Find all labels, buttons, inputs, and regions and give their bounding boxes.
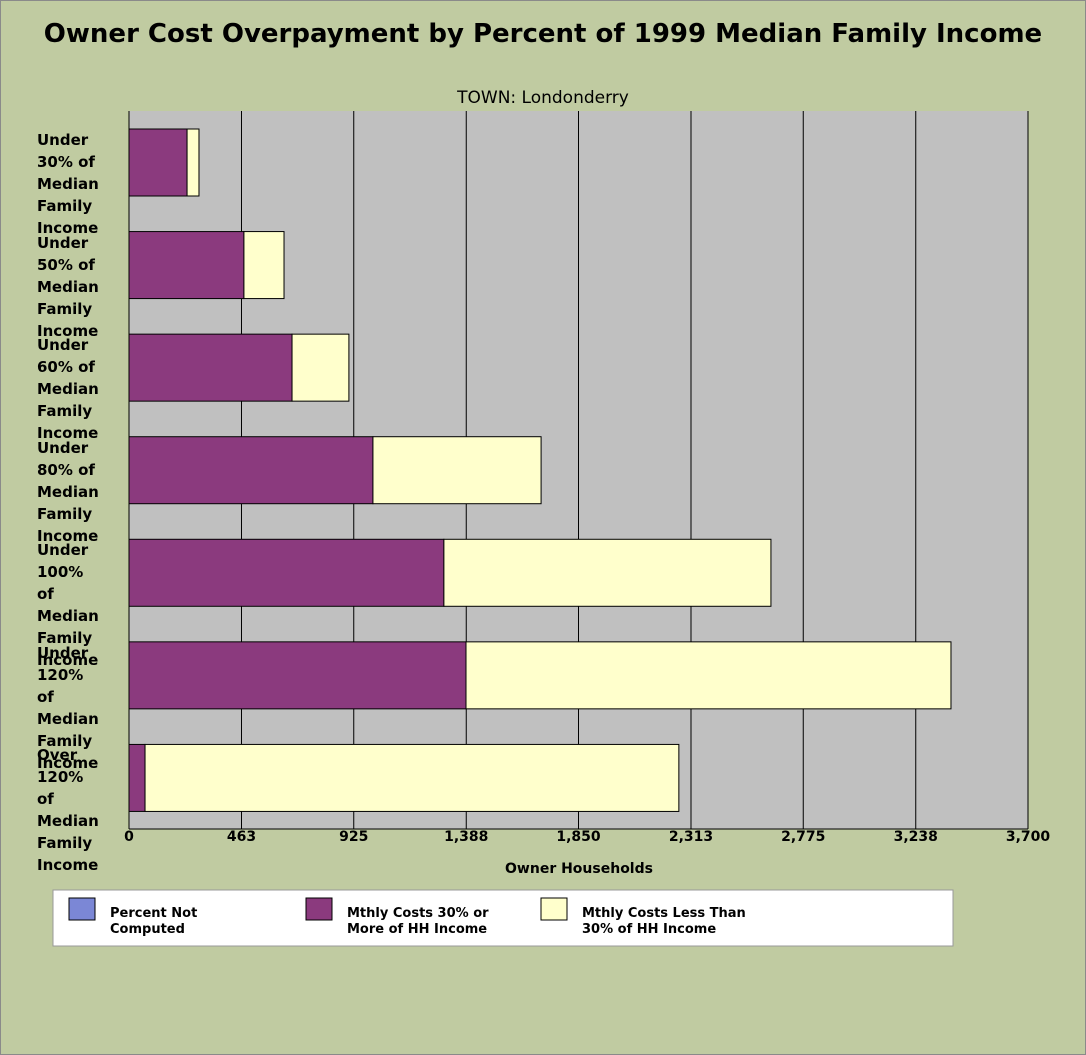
bar xyxy=(128,436,374,505)
x-tick-label: 3,238 xyxy=(893,829,938,845)
x-tick-label: 3,700 xyxy=(1005,829,1051,845)
x-tick-label: 1,850 xyxy=(556,829,601,845)
legend-swatch xyxy=(540,897,568,921)
bar xyxy=(372,436,542,505)
legend-box xyxy=(52,889,954,947)
y-tick-label: Under 80% of Median Family Income xyxy=(37,438,99,545)
x-tick-label: 2,775 xyxy=(781,829,826,845)
bar xyxy=(443,538,772,607)
chart-title: Owner Cost Overpayment by Percent of 199… xyxy=(43,19,1043,49)
y-tick-label: Under 50% of Median Family Income xyxy=(37,233,99,340)
bar xyxy=(144,743,680,812)
bar xyxy=(128,538,445,607)
legend-label: Mthly Costs Less Than 30% of HH Income xyxy=(582,906,746,937)
chart-subtitle: TOWN: Londonderry xyxy=(457,88,629,108)
x-tick-label: 2,313 xyxy=(668,829,714,845)
y-tick-label: Under 60% of Median Family Income xyxy=(37,336,99,443)
y-tick-label: Under 120% of Median Family Income xyxy=(37,643,99,772)
bar xyxy=(128,743,146,812)
bar xyxy=(291,333,350,402)
bar xyxy=(186,128,200,197)
y-tick-label: Under 30% of Median Family Income xyxy=(37,131,99,237)
bar xyxy=(128,231,245,300)
legend-swatch xyxy=(68,897,96,921)
legend-label: Percent Not Computed xyxy=(110,906,198,937)
legend-swatch xyxy=(305,897,333,921)
x-tick-label: 1,388 xyxy=(444,829,489,845)
x-axis-label: Owner Households xyxy=(505,861,653,877)
y-tick-label: Under 100% of Median Family Income xyxy=(37,541,99,670)
x-tick-label: 925 xyxy=(339,829,369,845)
bar xyxy=(128,641,467,710)
bar xyxy=(128,333,293,402)
bar xyxy=(243,231,285,300)
x-tick-label: 463 xyxy=(226,829,257,845)
x-tick-label: 0 xyxy=(124,829,134,845)
bar xyxy=(128,128,188,197)
bar xyxy=(465,641,952,710)
legend-label: Mthly Costs 30% or More of HH Income xyxy=(347,906,489,937)
y-tick-label: Over 120% of Median Family Income xyxy=(37,746,99,875)
